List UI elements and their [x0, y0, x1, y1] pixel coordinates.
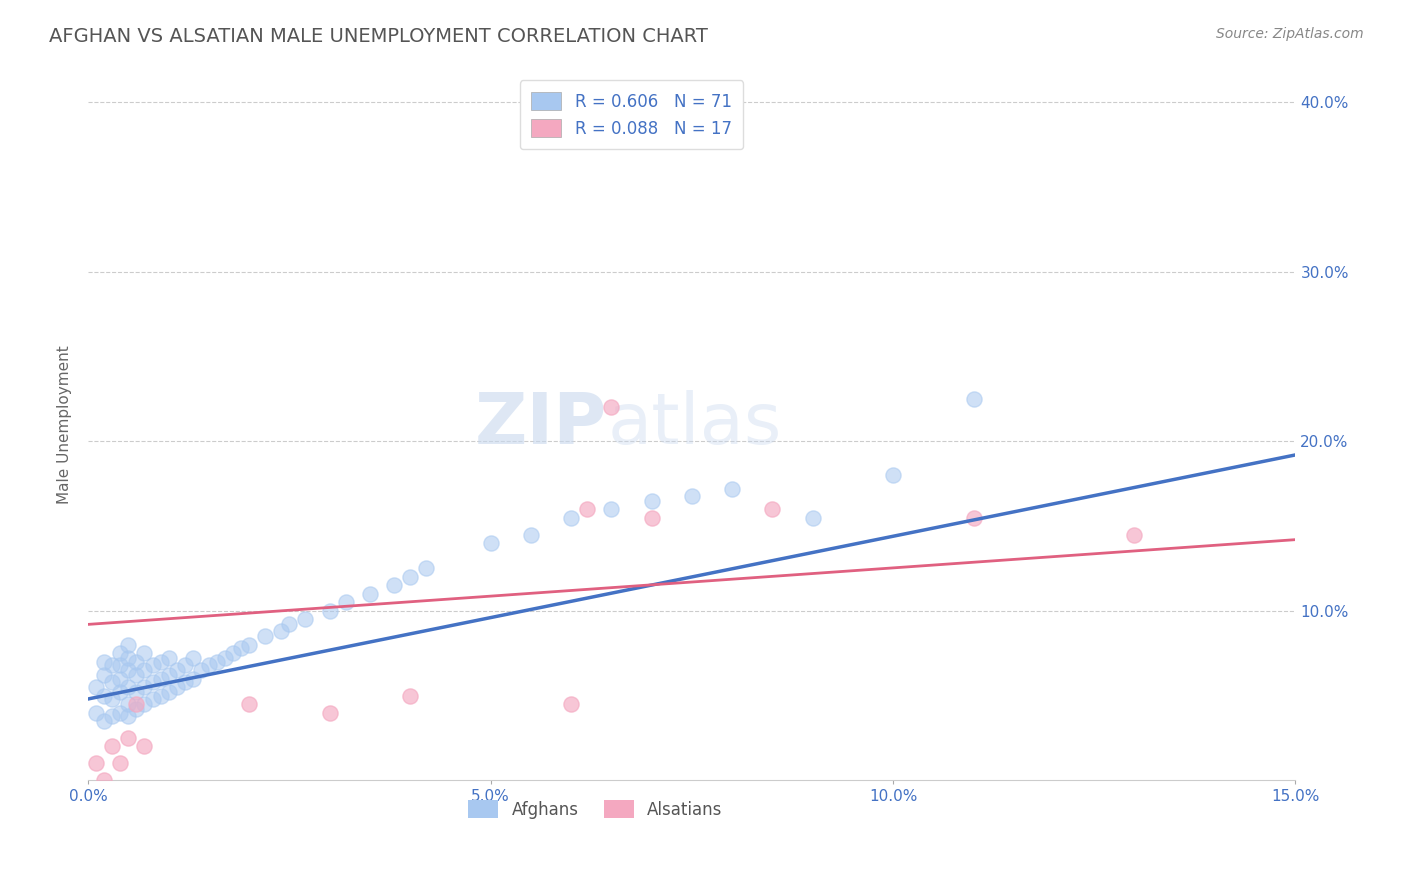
Point [254, 629, 277, 643]
Point [640, 493, 662, 508]
Point [222, 646, 245, 660]
Point [157, 685, 180, 699]
Point [229, 641, 252, 656]
Point [117, 709, 139, 723]
Point [101, 739, 124, 754]
Point [117, 651, 139, 665]
Point [278, 617, 301, 632]
Point [173, 658, 195, 673]
Point [125, 655, 148, 669]
Point [101, 692, 124, 706]
Point [125, 668, 148, 682]
Point [962, 510, 984, 524]
Text: ZIP: ZIP [475, 390, 607, 458]
Point [101, 709, 124, 723]
Point [110, 756, 132, 771]
Point [399, 570, 422, 584]
Point [84, 756, 107, 771]
Point [520, 527, 543, 541]
Point [157, 668, 180, 682]
Y-axis label: Male Unemployment: Male Unemployment [58, 345, 72, 504]
Point [134, 697, 156, 711]
Text: AFGHAN VS ALSATIAN MALE UNEMPLOYMENT CORRELATION CHART: AFGHAN VS ALSATIAN MALE UNEMPLOYMENT COR… [49, 27, 709, 45]
Point [93, 714, 115, 728]
Point [101, 658, 124, 673]
Point [882, 468, 904, 483]
Point [93, 655, 115, 669]
Point [318, 706, 340, 720]
Point [415, 561, 437, 575]
Point [560, 697, 582, 711]
Point [600, 401, 623, 415]
Point [382, 578, 405, 592]
Point [110, 672, 132, 686]
Point [560, 510, 582, 524]
Point [335, 595, 357, 609]
Point [157, 651, 180, 665]
Point [117, 697, 139, 711]
Point [721, 482, 744, 496]
Point [479, 536, 502, 550]
Point [190, 663, 212, 677]
Point [149, 672, 172, 686]
Point [801, 510, 824, 524]
Point [84, 680, 107, 694]
Point [238, 638, 260, 652]
Point [205, 655, 228, 669]
Point [141, 658, 163, 673]
Point [101, 675, 124, 690]
Text: atlas: atlas [607, 390, 782, 458]
Point [962, 392, 984, 406]
Point [1123, 527, 1146, 541]
Point [149, 655, 172, 669]
Point [117, 680, 139, 694]
Point [141, 675, 163, 690]
Point [600, 502, 623, 516]
Point [110, 658, 132, 673]
Point [117, 731, 139, 745]
Point [294, 612, 316, 626]
Point [110, 685, 132, 699]
Point [214, 651, 236, 665]
Point [125, 702, 148, 716]
Text: Source: ZipAtlas.com: Source: ZipAtlas.com [1216, 27, 1364, 41]
Point [173, 675, 195, 690]
Legend: Afghans, Alsatians: Afghans, Alsatians [461, 793, 728, 825]
Point [134, 680, 156, 694]
Point [681, 489, 703, 503]
Point [318, 604, 340, 618]
Point [181, 672, 204, 686]
Point [181, 651, 204, 665]
Point [166, 663, 188, 677]
Point [134, 663, 156, 677]
Point [640, 510, 662, 524]
Point [198, 658, 221, 673]
Point [359, 587, 381, 601]
Point [125, 697, 148, 711]
Point [149, 689, 172, 703]
Point [576, 502, 599, 516]
Point [117, 638, 139, 652]
Point [110, 646, 132, 660]
Point [117, 663, 139, 677]
Point [84, 706, 107, 720]
Point [141, 692, 163, 706]
Point [134, 739, 156, 754]
Point [93, 668, 115, 682]
Point [134, 646, 156, 660]
Point [166, 680, 188, 694]
Point [238, 697, 260, 711]
Point [270, 624, 292, 639]
Point [399, 689, 422, 703]
Point [125, 685, 148, 699]
Point [93, 689, 115, 703]
Point [110, 706, 132, 720]
Point [761, 502, 783, 516]
Point [93, 773, 115, 788]
